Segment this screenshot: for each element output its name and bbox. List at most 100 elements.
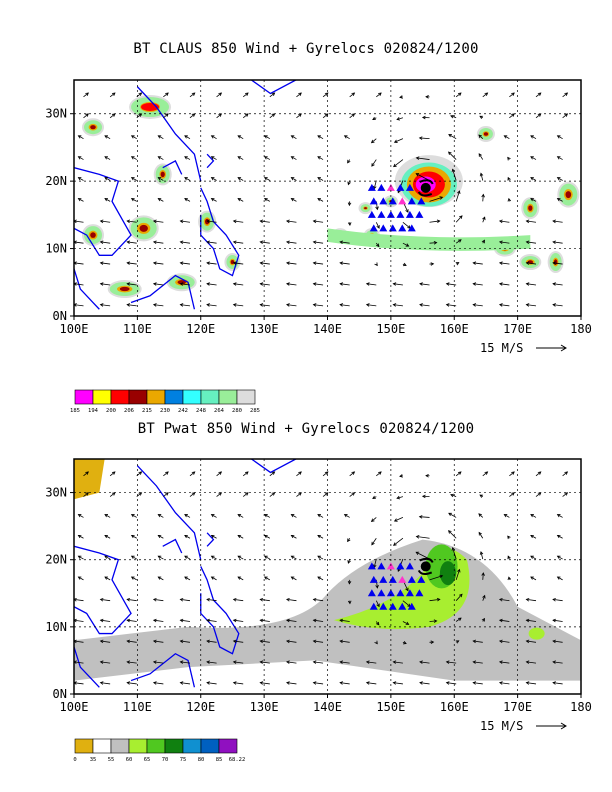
wind-vector-head: [339, 681, 344, 685]
colorbar-swatch: [218, 738, 238, 754]
coastline: [251, 80, 299, 95]
wind-vector: [429, 242, 437, 244]
wind-vector-head: [263, 534, 268, 539]
wind-vector: [180, 283, 191, 286]
wind-vector: [260, 304, 270, 307]
wind-vector: [455, 569, 460, 580]
colorbar-swatch: [200, 738, 220, 754]
colorbar-label: 215: [142, 408, 152, 414]
x-tick-label: 180: [570, 322, 592, 336]
wind-vector-head: [184, 156, 188, 160]
wind-vector: [313, 220, 324, 223]
wind-vector: [184, 514, 191, 518]
wind-vector-head: [206, 219, 210, 224]
wind-vector-head: [375, 206, 379, 211]
wind-vector: [393, 159, 404, 167]
storm-center-arm: [417, 569, 433, 576]
wind-vector-head: [472, 681, 477, 685]
wind-vector-head: [399, 95, 403, 99]
wind-vector-head: [138, 471, 143, 475]
wind-vector-head: [179, 639, 184, 644]
wind-vector-head: [503, 514, 508, 518]
wind-vector: [296, 471, 302, 477]
wind-vector: [286, 682, 297, 685]
wind-vector-head: [425, 95, 429, 99]
cloud-core: [177, 280, 186, 285]
wind-vector: [158, 135, 164, 140]
wind-vector-head: [157, 555, 162, 559]
wind-vector-head: [237, 576, 242, 580]
wind-vector: [473, 682, 483, 685]
wind-vector-head: [556, 135, 561, 139]
wind-vector: [104, 156, 111, 160]
wind-vector-head: [457, 239, 462, 243]
wind-vector-head: [232, 219, 237, 224]
wind-vector-head: [552, 681, 556, 685]
x-tick-label: 120E: [186, 322, 215, 336]
gyre-location-marker: [386, 210, 395, 218]
wind-vector: [393, 283, 403, 286]
gyre-location-marker: [377, 183, 386, 191]
wind-vector-head: [317, 198, 321, 202]
wind-vector: [452, 547, 457, 560]
wind-vector: [127, 262, 137, 265]
wind-vector-head: [298, 492, 302, 496]
wind-vector: [78, 514, 84, 518]
wind-vector-head: [351, 92, 356, 96]
wind-vector: [313, 661, 324, 664]
wind-vector-head: [99, 282, 104, 286]
wind-vector: [269, 113, 275, 119]
wind-vector-head: [85, 471, 89, 475]
wind-vector-head: [126, 219, 131, 224]
wind-vector-head: [210, 177, 215, 181]
wind-vector: [286, 640, 297, 643]
wind-vector: [340, 682, 350, 685]
wind-vector: [127, 241, 137, 244]
cloud-core: [139, 224, 148, 232]
wind-vector-head: [419, 303, 423, 307]
wind-vector: [557, 534, 563, 539]
wind-vector-head: [455, 262, 460, 266]
wind-vector: [233, 661, 244, 664]
wind-vector-head: [481, 572, 485, 576]
wind-vector: [83, 471, 89, 477]
wind-vector: [264, 177, 271, 181]
wind-vector: [530, 534, 537, 539]
wind-vector: [322, 471, 329, 477]
wind-vector: [419, 661, 430, 664]
colorbar-swatch: [110, 389, 130, 405]
wind-vector: [530, 555, 537, 560]
wind-vector-head: [152, 219, 157, 224]
wind-vector-head: [104, 514, 109, 518]
wind-vector: [78, 576, 84, 581]
colorbar-swatch: [128, 738, 148, 754]
wind-vector-head: [396, 117, 401, 121]
wind-vector-head: [77, 534, 82, 539]
wind-vector-head: [298, 113, 302, 117]
wind-vector-head: [77, 198, 82, 202]
wind-vector: [184, 534, 191, 539]
wind-vector-head: [85, 92, 89, 96]
wind-vector: [163, 492, 169, 497]
wind-vector-head: [152, 639, 157, 644]
wind-vector: [109, 492, 116, 497]
wind-vector-head: [210, 156, 215, 160]
wind-vector-head: [339, 240, 344, 244]
wind-vector-head: [445, 660, 450, 664]
wind-vector-head: [374, 262, 378, 267]
wind-vector: [340, 262, 350, 265]
wind-vector-head: [130, 534, 135, 539]
wind-vector-head: [556, 156, 561, 160]
wind-vector-head: [511, 92, 515, 96]
wind-vector-head: [259, 660, 264, 664]
pwat-green-spot: [528, 627, 545, 640]
wind-vector: [317, 135, 324, 140]
wind-vector-head: [507, 176, 511, 181]
wind-vector: [100, 304, 111, 307]
wind-vector-head: [290, 198, 295, 202]
wind-vector: [526, 640, 537, 643]
wind-vector: [296, 492, 302, 497]
wind-vector-head: [290, 135, 295, 139]
wind-vector: [163, 92, 169, 98]
wind-vector: [127, 682, 137, 685]
